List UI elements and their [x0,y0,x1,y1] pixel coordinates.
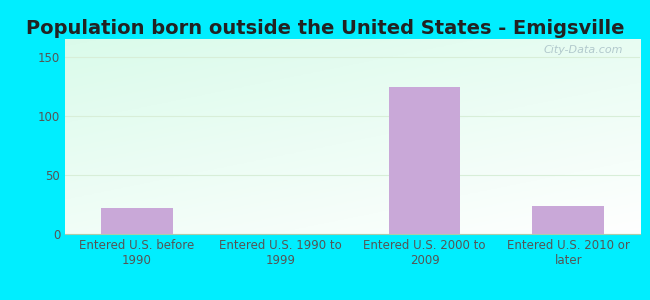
Text: City-Data.com: City-Data.com [543,45,623,55]
Bar [101,208,173,234]
Bar [532,206,605,234]
Bar [389,88,460,234]
Text: Population born outside the United States - Emigsville: Population born outside the United State… [26,20,624,38]
